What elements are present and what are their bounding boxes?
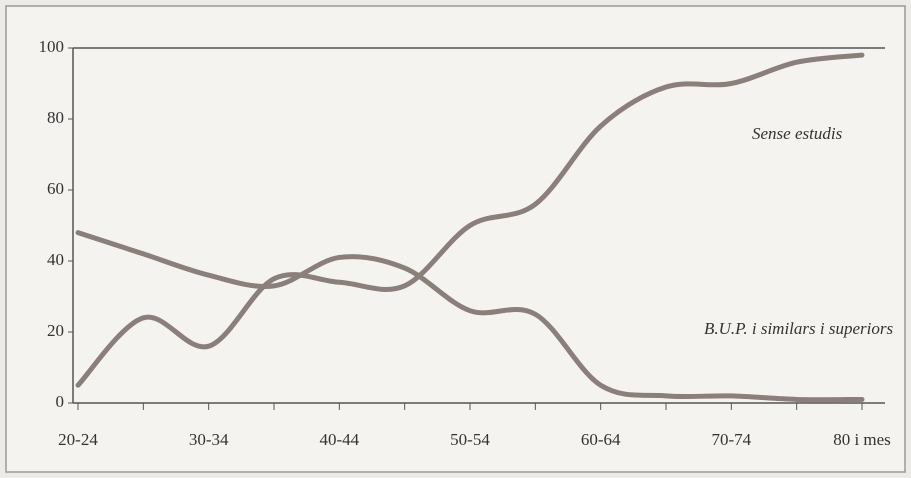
x-tick-label: 50-54 [450,430,490,449]
y-tick-label: 0 [56,392,65,411]
y-tick-label: 80 [47,108,64,127]
series-line [75,52,865,388]
x-tick-label: 80 i mes [833,430,891,449]
x-tick-label: 20-24 [58,430,98,449]
series-label: Sense estudis [752,124,843,143]
series-line [75,230,865,403]
x-tick-label: 70-74 [711,430,751,449]
y-tick-label: 60 [47,179,64,198]
x-tick-label: 40-44 [319,430,359,449]
x-tick-label: 30-34 [189,430,229,449]
x-tick-label: 60-64 [581,430,621,449]
series-label: B.U.P. i similars i superiors [704,319,893,338]
y-tick-label: 40 [47,250,64,269]
y-tick-label: 100 [39,37,65,56]
y-tick-label: 20 [47,321,64,340]
